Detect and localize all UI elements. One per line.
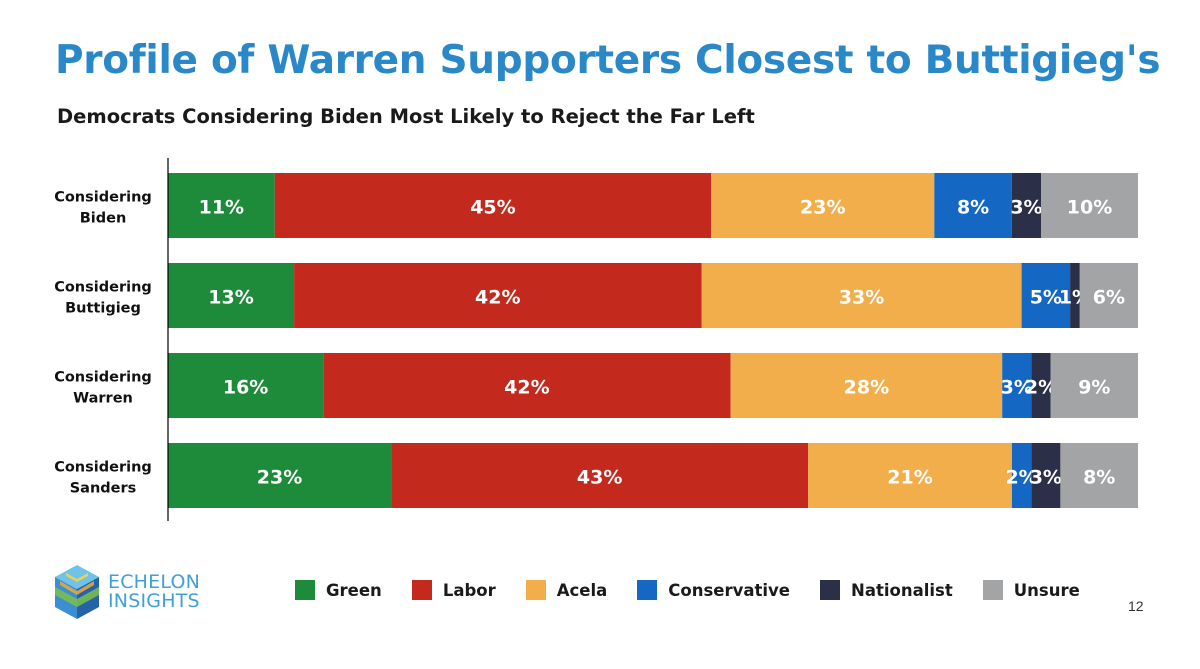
legend-item-labor: Labor bbox=[411, 580, 496, 600]
bar-green-1 bbox=[168, 263, 295, 328]
data-label-green-3: 23% bbox=[257, 467, 302, 489]
bar-unsure-1 bbox=[1079, 263, 1138, 328]
legend-label-conservative: Conservative bbox=[668, 580, 791, 600]
legend-item-green: Green bbox=[295, 580, 382, 600]
data-label-labor-1: 42% bbox=[475, 287, 520, 309]
category-label-line: Considering bbox=[54, 280, 152, 296]
page-subtitle: Democrats Considering Biden Most Likely … bbox=[57, 105, 755, 128]
data-label-labor-0: 45% bbox=[470, 197, 515, 219]
page-title: Profile of Warren Supporters Closest to … bbox=[55, 38, 1161, 83]
legend-swatch-labor bbox=[411, 580, 432, 600]
category-label-line: Considering bbox=[54, 190, 152, 206]
logo-text-line2: INSIGHTS bbox=[108, 590, 200, 612]
data-label-labor-3: 43% bbox=[577, 467, 622, 489]
legend-label-nationalist: Nationalist bbox=[851, 580, 953, 600]
bar-green-2 bbox=[168, 353, 324, 418]
category-label-line: Buttigieg bbox=[65, 301, 141, 317]
echelon-cube-icon bbox=[55, 565, 99, 619]
bar-nationalist-0 bbox=[1011, 173, 1041, 238]
category-label-1: Considering Buttigieg bbox=[54, 280, 152, 317]
data-label-conservative-2: 3% bbox=[1001, 377, 1033, 399]
logo-text-line1: ECHELON bbox=[108, 571, 201, 593]
data-label-acela-3: 21% bbox=[887, 467, 932, 489]
bar-labor-3 bbox=[391, 443, 809, 508]
data-label-labor-2: 42% bbox=[504, 377, 549, 399]
bar-acela-3 bbox=[808, 443, 1012, 508]
data-label-conservative-0: 8% bbox=[957, 197, 989, 219]
data-label-unsure-1: 6% bbox=[1093, 287, 1125, 309]
bar-green-0 bbox=[168, 173, 275, 238]
data-label-conservative-1: 5% bbox=[1030, 287, 1062, 309]
bar-nationalist-1 bbox=[1070, 263, 1080, 328]
bar-conservative-0 bbox=[934, 173, 1012, 238]
bar-labor-1 bbox=[294, 263, 702, 328]
bar-labor-0 bbox=[274, 173, 712, 238]
bar-acela-2 bbox=[730, 353, 1003, 418]
data-label-unsure-3: 8% bbox=[1083, 467, 1115, 489]
data-label-conservative-3: 2% bbox=[1005, 467, 1037, 489]
category-label-line: Considering bbox=[54, 370, 152, 386]
legend-item-conservative: Conservative bbox=[637, 580, 790, 600]
data-label-green-1: 13% bbox=[208, 287, 253, 309]
legend-swatch-acela bbox=[525, 580, 546, 600]
legend-label-green: Green bbox=[326, 580, 382, 600]
chart-legend: Green Labor Acela Conservative Nationali… bbox=[295, 580, 1110, 600]
bar-labor-2 bbox=[323, 353, 731, 418]
data-label-green-2: 16% bbox=[223, 377, 268, 399]
data-label-nationalist-2: 2% bbox=[1025, 377, 1057, 399]
data-label-unsure-2: 9% bbox=[1078, 377, 1110, 399]
legend-label-unsure: Unsure bbox=[1013, 580, 1080, 600]
legend-item-unsure: Unsure bbox=[982, 580, 1080, 600]
category-label-3: Considering Sanders bbox=[54, 460, 152, 497]
bar-unsure-2 bbox=[1050, 353, 1138, 418]
data-label-acela-0: 23% bbox=[800, 197, 845, 219]
bar-nationalist-3 bbox=[1031, 443, 1061, 508]
legend-swatch-nationalist bbox=[820, 580, 841, 600]
legend-swatch-unsure bbox=[982, 580, 1003, 600]
bar-conservative-1 bbox=[1021, 263, 1071, 328]
legend-swatch-green bbox=[295, 580, 315, 600]
page-number: 12 bbox=[1128, 598, 1144, 614]
bar-conservative-2 bbox=[1002, 353, 1032, 418]
data-label-green-0: 11% bbox=[199, 197, 244, 219]
bar-green-3 bbox=[168, 443, 392, 508]
bar-acela-0 bbox=[711, 173, 935, 238]
data-label-acela-1: 33% bbox=[839, 287, 884, 309]
category-label-0: Considering Biden bbox=[54, 190, 152, 227]
data-label-nationalist-0: 3% bbox=[1010, 197, 1042, 219]
bar-nationalist-2 bbox=[1031, 353, 1051, 418]
data-label-nationalist-3: 3% bbox=[1030, 467, 1062, 489]
bar-unsure-0 bbox=[1041, 173, 1138, 238]
legend-label-acela: Acela bbox=[556, 580, 608, 600]
data-label-unsure-0: 10% bbox=[1067, 197, 1112, 219]
bar-acela-1 bbox=[701, 263, 1022, 328]
bar-conservative-3 bbox=[1011, 443, 1032, 508]
legend-label-labor: Labor bbox=[442, 580, 496, 600]
category-label-2: Considering Warren bbox=[54, 370, 152, 407]
data-label-acela-2: 28% bbox=[844, 377, 889, 399]
category-label-line: Warren bbox=[73, 391, 133, 407]
bar-unsure-3 bbox=[1060, 443, 1138, 508]
legend-swatch-conservative bbox=[637, 580, 658, 600]
category-label-line: Biden bbox=[80, 211, 127, 227]
category-label-line: Considering bbox=[54, 460, 152, 476]
echelon-insights-logo: ECHELON INSIGHTS bbox=[52, 563, 200, 621]
legend-item-nationalist: Nationalist bbox=[820, 580, 953, 600]
category-label-line: Sanders bbox=[70, 481, 137, 497]
legend-item-acela: Acela bbox=[525, 580, 608, 600]
